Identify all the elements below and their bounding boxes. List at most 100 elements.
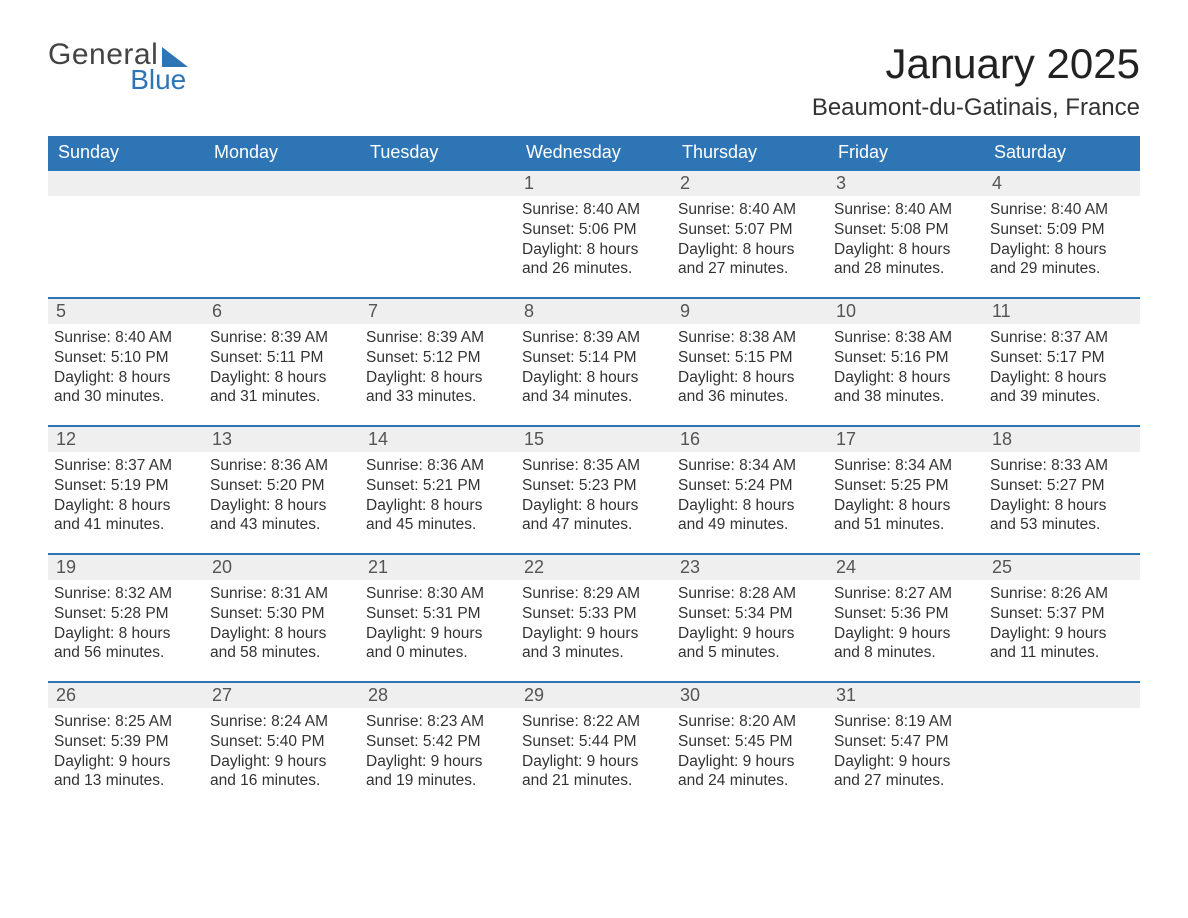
day-number: 30: [672, 683, 828, 708]
sunrise-line: Sunrise: 8:39 AM: [210, 328, 354, 348]
daylight-label: Daylight:: [990, 497, 1055, 514]
day-number: 16: [672, 427, 828, 452]
sunrise-value: 8:31 AM: [271, 585, 328, 602]
sunset-line: Sunset: 5:44 PM: [522, 732, 666, 752]
minutes-word: minutes.: [569, 772, 632, 789]
sunset-label: Sunset:: [990, 477, 1047, 494]
sunset-value: 5:12 PM: [423, 349, 481, 366]
sunrise-label: Sunrise:: [210, 585, 271, 602]
daylight-line-2: and 45 minutes.: [366, 515, 510, 535]
day-number: 7: [360, 299, 516, 324]
daylight-label: Daylight:: [834, 241, 899, 258]
sunset-value: 5:21 PM: [423, 477, 481, 494]
daylight-line-1: Daylight: 8 hours: [54, 496, 198, 516]
and-word: and: [990, 644, 1020, 661]
hours-word: hours: [127, 369, 170, 386]
and-word: and: [366, 772, 396, 789]
daylight-hours: 8: [1055, 241, 1064, 258]
sunrise-label: Sunrise:: [834, 585, 895, 602]
calendar-cell: 30Sunrise: 8:20 AMSunset: 5:45 PMDayligh…: [672, 681, 828, 809]
calendar-cell: 15Sunrise: 8:35 AMSunset: 5:23 PMDayligh…: [516, 425, 672, 553]
sunrise-value: 8:29 AM: [583, 585, 640, 602]
sunrise-label: Sunrise:: [678, 329, 739, 346]
day-number: 1: [516, 171, 672, 196]
sunset-label: Sunset:: [522, 349, 579, 366]
day-number: 18: [984, 427, 1140, 452]
daylight-line-2: and 28 minutes.: [834, 259, 978, 279]
sunset-value: 5:44 PM: [579, 733, 637, 750]
sunset-label: Sunset:: [210, 477, 267, 494]
sunset-value: 5:14 PM: [579, 349, 637, 366]
and-word: and: [54, 516, 84, 533]
daylight-hours: 8: [275, 497, 284, 514]
daylight-minutes: 39: [1020, 388, 1037, 405]
minutes-word: minutes.: [569, 260, 632, 277]
daylight-line-2: and 53 minutes.: [990, 515, 1134, 535]
minutes-word: minutes.: [881, 516, 944, 533]
sunset-value: 5:19 PM: [111, 477, 169, 494]
sunrise-line: Sunrise: 8:40 AM: [54, 328, 198, 348]
and-word: and: [522, 772, 552, 789]
daylight-minutes: 51: [864, 516, 881, 533]
day-details: Sunrise: 8:33 AMSunset: 5:27 PMDaylight:…: [984, 452, 1140, 545]
calendar-cell: [360, 169, 516, 297]
sunset-line: Sunset: 5:15 PM: [678, 348, 822, 368]
sunset-label: Sunset:: [678, 349, 735, 366]
sunrise-value: 8:40 AM: [895, 201, 952, 218]
daylight-minutes: 33: [396, 388, 413, 405]
daylight-line-1: Daylight: 8 hours: [990, 240, 1134, 260]
and-word: and: [834, 772, 864, 789]
daylight-line-2: and 49 minutes.: [678, 515, 822, 535]
calendar-cell: 24Sunrise: 8:27 AMSunset: 5:36 PMDayligh…: [828, 553, 984, 681]
daylight-minutes: 29: [1020, 260, 1037, 277]
and-word: and: [834, 260, 864, 277]
sunset-label: Sunset:: [366, 605, 423, 622]
day-header: Sunday: [48, 136, 204, 169]
sunrise-line: Sunrise: 8:22 AM: [522, 712, 666, 732]
sunset-label: Sunset:: [834, 477, 891, 494]
sunrise-value: 8:35 AM: [583, 457, 640, 474]
daylight-hours: 8: [119, 497, 128, 514]
calendar-cell: 13Sunrise: 8:36 AMSunset: 5:20 PMDayligh…: [204, 425, 360, 553]
brand-logo: General Blue: [48, 40, 188, 94]
and-word: and: [990, 516, 1020, 533]
calendar-cell: 25Sunrise: 8:26 AMSunset: 5:37 PMDayligh…: [984, 553, 1140, 681]
minutes-word: minutes.: [881, 260, 944, 277]
daylight-hours: 8: [119, 369, 128, 386]
sunset-value: 5:11 PM: [267, 349, 324, 366]
daylight-line-2: and 47 minutes.: [522, 515, 666, 535]
day-details: Sunrise: 8:26 AMSunset: 5:37 PMDaylight:…: [984, 580, 1140, 673]
sunset-label: Sunset:: [54, 477, 111, 494]
and-word: and: [678, 516, 708, 533]
daylight-line-1: Daylight: 9 hours: [54, 752, 198, 772]
sunrise-value: 8:32 AM: [115, 585, 172, 602]
daylight-line-1: Daylight: 8 hours: [990, 496, 1134, 516]
daylight-line-1: Daylight: 8 hours: [522, 368, 666, 388]
daylight-label: Daylight:: [834, 625, 899, 642]
sunrise-value: 8:38 AM: [739, 329, 796, 346]
sunset-value: 5:39 PM: [111, 733, 169, 750]
daylight-line-2: and 34 minutes.: [522, 387, 666, 407]
daylight-minutes: 0: [396, 644, 405, 661]
hours-word: hours: [907, 753, 950, 770]
hours-word: hours: [439, 625, 482, 642]
sunrise-value: 8:36 AM: [427, 457, 484, 474]
day-details: Sunrise: 8:39 AMSunset: 5:11 PMDaylight:…: [204, 324, 360, 417]
sunrise-label: Sunrise:: [678, 713, 739, 730]
and-word: and: [54, 772, 84, 789]
daylight-hours: 9: [587, 625, 596, 642]
calendar-week-row: 1Sunrise: 8:40 AMSunset: 5:06 PMDaylight…: [48, 169, 1140, 297]
hours-word: hours: [907, 369, 950, 386]
minutes-word: minutes.: [257, 772, 320, 789]
sunset-value: 5:40 PM: [267, 733, 325, 750]
daylight-label: Daylight:: [834, 369, 899, 386]
daylight-hours: 9: [431, 753, 440, 770]
day-number: 14: [360, 427, 516, 452]
hours-word: hours: [1063, 625, 1106, 642]
minutes-word: minutes.: [725, 388, 788, 405]
sunset-label: Sunset:: [678, 477, 735, 494]
daylight-label: Daylight:: [678, 625, 743, 642]
sunset-value: 5:15 PM: [735, 349, 793, 366]
sunset-line: Sunset: 5:08 PM: [834, 220, 978, 240]
sunset-value: 5:27 PM: [1047, 477, 1105, 494]
